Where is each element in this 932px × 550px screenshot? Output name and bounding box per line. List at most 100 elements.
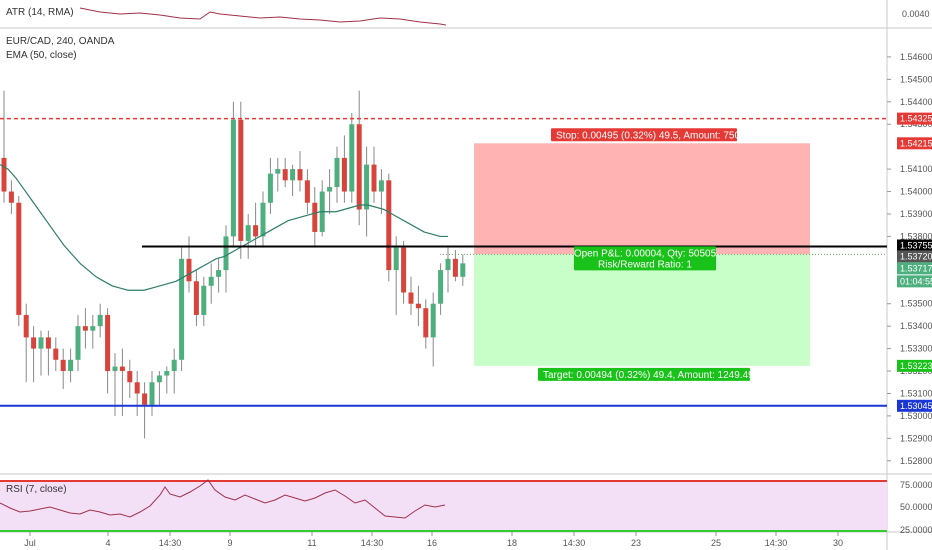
time-tick-label: 14:30 [765,538,788,548]
price-tick-label: 1.52900 [900,433,932,443]
risk-reward-text: Risk/Reward Ratio: 1 [598,259,692,270]
target-price-badge: 1.53223 [900,361,932,371]
ema-line [0,164,448,291]
candle-body [149,382,155,405]
time-tick-label: 16 [427,538,437,548]
price-tick-label: 1.54100 [900,164,932,174]
candle-body [415,303,421,309]
time-tick-label: 9 [227,538,232,548]
candle-body [452,258,458,277]
black-line-price-badge-bg [897,239,932,252]
blue-line-price-badge-bg [897,399,932,412]
candle-body [45,337,51,349]
candle-body [16,202,22,315]
candle-body [60,359,66,372]
time-tick-label: 18 [507,538,517,548]
candle-body [438,270,444,304]
candle-body [364,164,370,210]
symbol-title: EUR/CAD, 240, OANDA [6,36,115,47]
price-tick-label: 1.52800 [900,456,932,466]
take-profit-zone[interactable] [474,254,810,366]
candle-body [275,169,281,174]
candle-body [82,326,88,331]
candle-body [119,366,125,372]
last-price-badge-bg [897,250,932,263]
candle-body [393,247,399,271]
rsi-tick-75: 75.0000 [900,480,932,490]
atr-title: ATR (14, RMA) [6,7,74,18]
candle-body [253,225,259,237]
candle-body [327,187,333,192]
candle-body [201,285,207,315]
candle-body [1,157,7,192]
price-tick-label: 1.53500 [900,299,932,309]
stop-label-text: Stop: 0.00495 (0.32%) 49.5, Amount: 750 [556,130,740,141]
candle-body [230,119,236,237]
candle-body [38,337,44,349]
candle-body [164,371,170,376]
candle-body [408,292,414,304]
candle-body [445,258,451,271]
candle-body [179,258,185,360]
candle-body [401,247,407,293]
target-price-badge-bg [897,359,932,372]
price-tick-label: 1.53000 [900,411,932,421]
rsi-pane[interactable]: RSI (7, close) 75.0000 50.0000 25.0000 [0,479,932,535]
stop-price-badge-bg [897,137,932,150]
candle-body [142,393,148,405]
candle-body [127,371,133,383]
price-tick-label: 1.53800 [900,231,932,241]
target-label: Target: 0.00494 (0.32%) 49.4, Amount: 12… [538,367,754,381]
stop-label: Stop: 0.00495 (0.32%) 49.5, Amount: 750 [551,128,740,142]
last-price-badge: 1.53720 [900,251,932,261]
candle-body [267,173,273,203]
time-tick-label: 30 [833,538,843,548]
candle-body [341,157,347,192]
candle-body [378,180,384,192]
price-tick-label: 1.54600 [900,52,932,62]
target-label-text: Target: 0.00494 (0.32%) 49.4, Amount: 12… [543,370,754,381]
main-pane[interactable]: EUR/CAD, 240, OANDA EMA (50, close) 1.54… [0,36,932,466]
candle-body [349,124,355,192]
rsi-tick-25: 25.0000 [900,525,932,535]
rsi-band-fill [0,481,887,532]
candle-body [171,359,177,372]
candle-body [460,263,466,277]
countdown-badge-bg [897,275,932,288]
candle-body [297,169,303,181]
candle-body [423,308,429,338]
candle-body [282,169,288,181]
rsi-tick-50: 50.0000 [900,502,932,512]
price-tick-label: 1.53100 [900,388,932,398]
candle-body [208,276,214,286]
candle-body [97,314,103,327]
price-tick-label: 1.53900 [900,209,932,219]
candle-body [216,270,222,277]
price-tick-label: 1.53300 [900,344,932,354]
atr-pane[interactable]: ATR (14, RMA) 0.0040 [6,7,930,26]
candle-body [238,119,244,241]
time-tick-label: 14:30 [563,538,586,548]
countdown-badge: 01:04:55 [900,276,932,286]
ema-title: EMA (50, close) [6,50,77,61]
candle-body [356,124,362,210]
candle-body [260,202,266,237]
candle-body [23,314,29,338]
current-price-badge-bg [897,262,932,275]
price-tick-label: 1.53400 [900,321,932,331]
time-tick-label: 14:30 [361,538,384,548]
candle-body [186,258,192,282]
red-line-price-badge: 1.54325 [900,114,932,124]
candle-body [304,180,310,203]
stop-loss-zone[interactable] [474,143,810,255]
atr-series-line [79,7,447,26]
time-axis[interactable]: Jul 4 14:30 9 11 14:30 16 18 14:30 23 25 14:30 30 [24,532,843,548]
price-tick-label: 1.54500 [900,74,932,84]
candle-body [75,326,81,360]
pnl-label: Open P&L: 0.00004, Qty: 50505 Risk/Rewar… [574,246,717,271]
candle-body [53,348,59,360]
price-tick-label: 1.54400 [900,97,932,107]
stop-price-badge: 1.54215 [900,138,932,148]
